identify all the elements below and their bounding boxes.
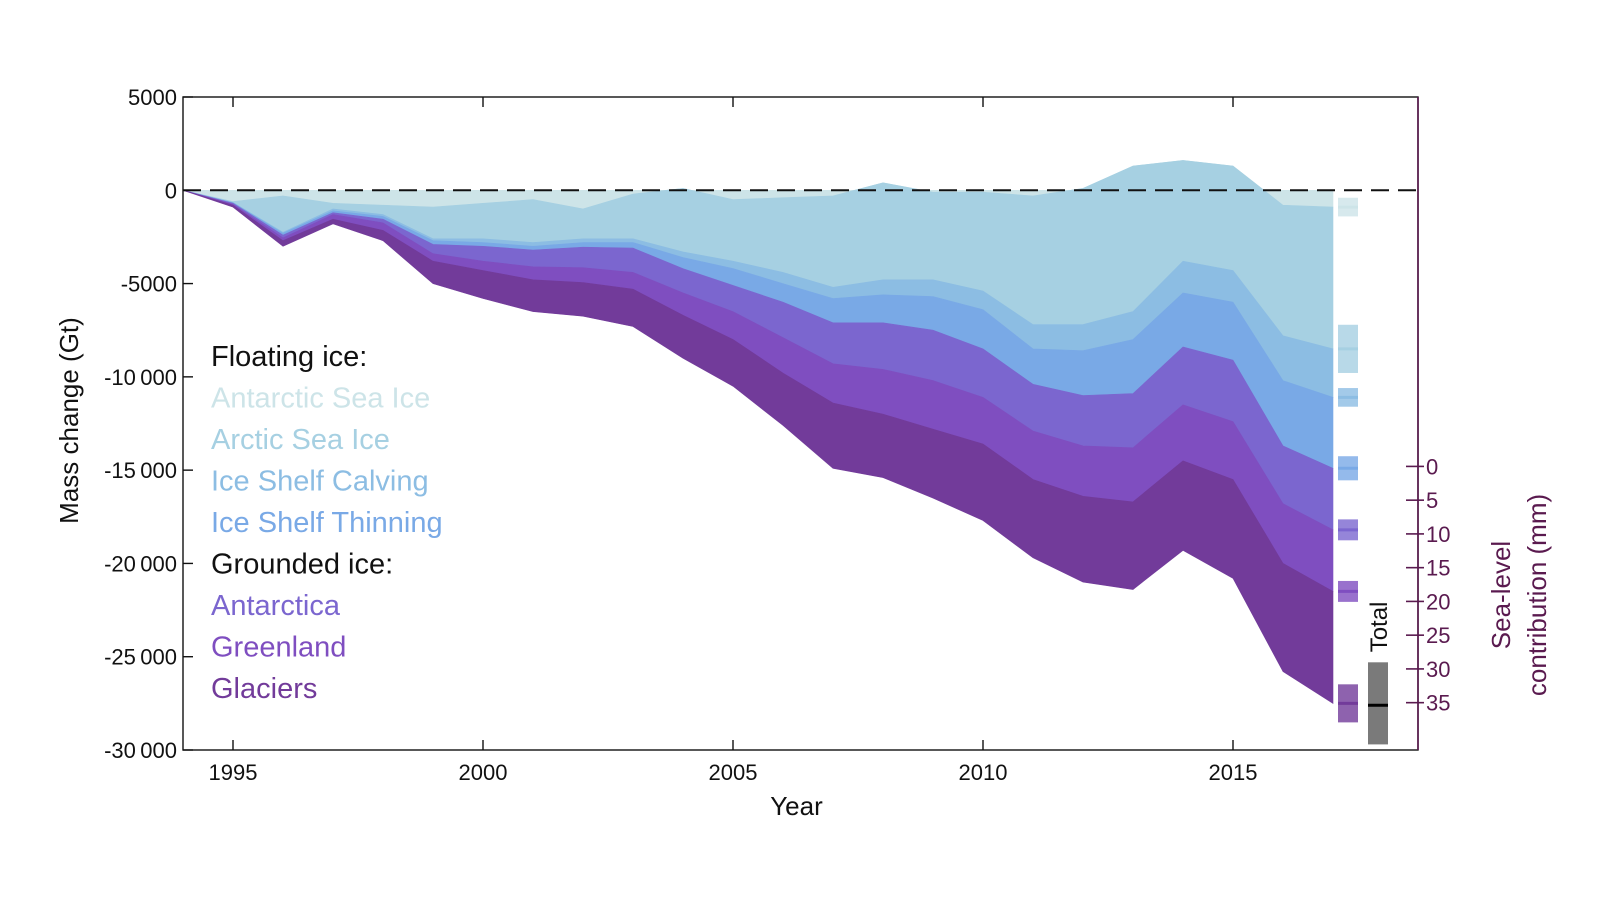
- y2-axis-title-line: contribution (mm): [1522, 494, 1552, 696]
- y-tick-label: 0: [165, 178, 177, 203]
- y2-axis-title-line: Sea-level: [1486, 541, 1516, 649]
- y-tick-label: -10 000: [104, 365, 177, 390]
- y-tick-label: -15 000: [104, 458, 177, 483]
- x-tick-label: 1995: [209, 760, 258, 785]
- y2-tick-label: 35: [1426, 691, 1450, 716]
- legend-item-arctic-sea-ice: Arctic Sea Ice: [211, 424, 390, 456]
- y-tick-label: 5000: [128, 85, 177, 110]
- legend-item-ice-shelf-calving: Ice Shelf Calving: [211, 466, 429, 498]
- legend-item-ice-shelf-thinning: Ice Shelf Thinning: [211, 507, 443, 539]
- x-tick-label: 2015: [1209, 760, 1258, 785]
- x-tick-label: 2000: [459, 760, 508, 785]
- y-axis-title: Mass change (Gt): [54, 317, 84, 524]
- legend-item-antarctic-sea-ice: Antarctic Sea Ice: [211, 383, 430, 415]
- y2-tick-label: 0: [1426, 454, 1438, 479]
- total-label: Total: [1366, 602, 1393, 653]
- area-glaciers: [182, 190, 1334, 704]
- y2-tick-label: 30: [1426, 657, 1450, 682]
- y-tick-label: -30 000: [104, 738, 177, 763]
- x-tick-label: 2005: [709, 760, 758, 785]
- x-axis-title: Year: [770, 791, 823, 821]
- legend-heading-floating: Floating ice:: [211, 341, 367, 373]
- y-tick-label: -25 000: [104, 645, 177, 670]
- legend: Floating ice: Antarctic Sea Ice Arctic Sea…: [211, 341, 443, 705]
- y2-tick-label: 25: [1426, 623, 1450, 648]
- total-bar: [1368, 662, 1388, 745]
- y2-tick-label: 10: [1426, 522, 1450, 547]
- y2-tick-label: 15: [1426, 556, 1450, 581]
- legend-heading-grounded: Grounded ice:: [211, 549, 393, 581]
- legend-item-antarctica: Antarctica: [211, 590, 341, 622]
- y-tick-label: -5000: [121, 272, 177, 297]
- stacked-areas: [182, 160, 1418, 704]
- legend-item-glaciers: Glaciers: [211, 673, 317, 705]
- legend-item-greenland: Greenland: [211, 632, 346, 664]
- y2-tick-label: 5: [1426, 488, 1438, 513]
- uncertainty-bars: Total: [1338, 197, 1393, 745]
- x-tick-label: 2010: [959, 760, 1008, 785]
- y-tick-label: -20 000: [104, 551, 177, 576]
- y2-tick-label: 20: [1426, 589, 1450, 614]
